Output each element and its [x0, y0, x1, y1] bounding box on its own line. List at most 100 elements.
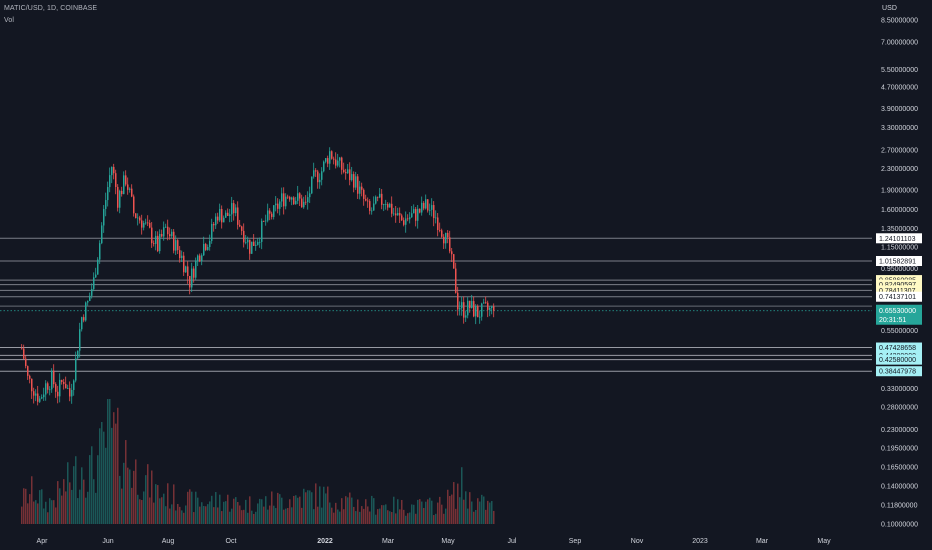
volume-bar [199, 506, 201, 524]
volume-bar [381, 505, 383, 524]
volume-bar [399, 509, 401, 524]
candle-body [423, 202, 425, 209]
volume-bar [263, 506, 265, 524]
candle-body [201, 255, 203, 262]
volume-bar [375, 514, 377, 524]
volume-indicator-label[interactable]: Vol [4, 17, 15, 24]
time-tick-label: 2023 [692, 538, 708, 545]
candle-body [153, 243, 155, 244]
candle-body [69, 388, 71, 397]
volume-bar [255, 511, 257, 524]
volume-bar [169, 508, 171, 524]
candle-body [121, 190, 123, 195]
volume-bar [455, 508, 457, 524]
volume-bar [31, 476, 33, 524]
price-tick-label: 2.30000000 [881, 166, 918, 173]
volume-bar [453, 482, 455, 524]
candle-body [149, 222, 151, 228]
candle-body [53, 370, 55, 385]
volume-bar [437, 502, 439, 524]
candle-body [383, 204, 385, 205]
candle-body [21, 348, 23, 350]
volume-bar [355, 511, 357, 524]
volume-bar [365, 499, 367, 524]
volume-bar [147, 464, 149, 524]
volume-bar [451, 494, 453, 524]
price-tick-label: 8.50000000 [881, 18, 918, 25]
volume-bar [315, 483, 317, 524]
volume-bar [113, 412, 115, 524]
volume-bar [103, 431, 105, 524]
level-price-tag [876, 354, 922, 365]
candle-body [379, 193, 381, 198]
candle-body [63, 381, 65, 384]
volume-bar [389, 511, 391, 524]
level-price-tag-label: 0.42580000 [879, 357, 916, 364]
volume-bar [53, 500, 55, 524]
volume-bar [463, 499, 465, 524]
price-tick-label: 1.15000000 [881, 244, 918, 251]
volume-bars [21, 399, 495, 524]
volume-bar [241, 510, 243, 524]
candle-body [155, 235, 157, 244]
volume-bar [465, 491, 467, 524]
candle-body [393, 213, 395, 215]
candle-body [339, 157, 341, 161]
candle-body [243, 230, 245, 243]
volume-bar [217, 507, 219, 524]
candle-body [187, 266, 189, 276]
candle-body [309, 193, 311, 198]
volume-bar [339, 511, 341, 524]
volume-bar [273, 505, 275, 524]
volume-bar [421, 501, 423, 524]
volume-bar [327, 486, 329, 524]
level-price-tag [876, 366, 922, 377]
level-price-tag-label: 1.24101103 [879, 236, 916, 243]
time-tick-label: Oct [226, 538, 237, 545]
volume-bar [233, 498, 235, 524]
volume-bar [155, 484, 157, 524]
volume-bar [105, 447, 107, 524]
candle-body [349, 169, 351, 181]
candle-body [41, 397, 43, 399]
candle-body [477, 305, 479, 318]
volume-bar [289, 499, 291, 524]
candle-body [439, 229, 441, 231]
candle-body [269, 210, 271, 214]
price-tick-label: 4.70000000 [881, 85, 918, 92]
time-tick-label: Mar [382, 538, 395, 545]
volume-bar [291, 507, 293, 524]
candle-body [241, 226, 243, 231]
volume-bar [127, 467, 129, 524]
volume-bar [341, 498, 343, 524]
price-axis[interactable]: 8.50000000 7.00000000 5.50000000 4.70000000… [881, 18, 918, 529]
candle-body [211, 223, 213, 241]
candle-body [289, 197, 291, 200]
candle-body [325, 158, 327, 162]
level-price-tag [876, 255, 922, 266]
candle-body [399, 213, 401, 216]
candle-body [473, 301, 475, 317]
level-price-tag-label: 1.01582891 [879, 258, 916, 265]
candle-body [229, 214, 231, 216]
candle-body [341, 157, 343, 170]
currency-label: USD [882, 5, 898, 12]
volume-bar [439, 496, 441, 524]
volume-bar [413, 504, 415, 524]
candle-body [457, 292, 459, 310]
candle-body [75, 358, 77, 381]
candle-body [207, 247, 209, 250]
candle-body [91, 288, 93, 296]
candle-body [387, 204, 389, 208]
volume-bar [427, 499, 429, 524]
candle-body [119, 190, 121, 208]
volume-bar [335, 502, 337, 524]
volume-bar [267, 509, 269, 524]
volume-bar [179, 506, 181, 524]
volume-bar [493, 510, 495, 524]
candle-body [99, 243, 101, 260]
volume-bar [167, 483, 169, 524]
time-axis[interactable]: Apr Jun Aug Oct 2022 Mar May Jul Sep Nov 2023 Mar Ma… [37, 538, 832, 545]
volume-bar [295, 495, 297, 524]
